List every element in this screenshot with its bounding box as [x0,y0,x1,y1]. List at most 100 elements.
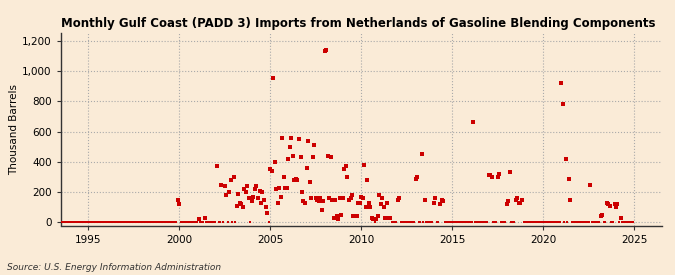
Point [306,196,317,200]
Point [424,220,435,225]
Point [500,220,511,225]
Point [404,220,415,225]
Point [538,220,549,225]
Point [533,220,544,225]
Point [409,220,420,225]
Point [345,196,356,200]
Point [435,202,446,207]
Point [421,220,432,225]
Point [396,220,406,225]
Point [547,220,558,225]
Point [259,197,269,202]
Point [263,220,274,225]
Point [283,156,294,161]
Point [529,220,539,225]
Point [407,220,418,225]
Point [200,216,211,220]
Point [298,199,309,204]
Point [245,220,256,225]
Point [466,220,477,225]
Point [454,220,465,225]
Point [329,216,340,220]
Point [548,220,559,225]
Point [371,217,381,222]
Point [615,216,626,220]
Point [556,81,567,85]
Point [520,220,531,225]
Point [312,197,323,202]
Point [296,190,307,194]
Point [522,220,533,225]
Point [380,216,391,220]
Point [362,178,373,182]
Point [284,144,295,149]
Point [136,220,146,225]
Point [286,135,297,140]
Point [410,176,421,181]
Point [624,220,635,225]
Point [310,196,321,200]
Point [266,169,277,173]
Point [542,220,553,225]
Point [623,220,634,225]
Point [101,220,111,225]
Point [509,220,520,225]
Point [369,220,380,225]
Point [82,220,93,225]
Point [453,220,464,225]
Point [374,193,385,197]
Point [155,220,166,225]
Point [356,194,367,199]
Text: Monthly Gulf Coast (PADD 3) Imports from Netherlands of Gasoline Blending Compon: Monthly Gulf Coast (PADD 3) Imports from… [61,17,655,31]
Point [576,220,587,225]
Point [609,202,620,207]
Point [379,205,389,210]
Point [131,220,142,225]
Point [616,220,627,225]
Point [450,220,460,225]
Text: Source: U.S. Energy Information Administration: Source: U.S. Energy Information Administ… [7,263,221,272]
Point [75,220,86,225]
Point [601,200,612,205]
Point [88,220,99,225]
Point [354,200,365,205]
Point [230,220,240,225]
Point [491,220,502,225]
Point [600,220,611,225]
Point [418,220,429,225]
Point [558,102,568,106]
Point [401,220,412,225]
Point [175,220,186,225]
Point [562,220,573,225]
Point [278,175,289,179]
Point [530,220,541,225]
Point [524,220,535,225]
Point [394,196,404,200]
Point [488,220,499,225]
Point [381,200,392,205]
Point [289,178,300,182]
Point [295,155,306,160]
Point [207,220,218,225]
Point [169,220,180,225]
Point [512,196,522,200]
Point [133,220,144,225]
Point [81,220,92,225]
Point [177,220,188,225]
Point [228,175,239,179]
Point [611,205,622,210]
Point [154,220,165,225]
Point [508,220,518,225]
Point [336,213,347,217]
Point [589,220,600,225]
Point [448,220,459,225]
Point [398,220,409,225]
Point [313,199,324,204]
Point [80,220,90,225]
Point [193,217,204,222]
Point [218,220,229,225]
Point [471,220,482,225]
Point [564,176,574,181]
Point [350,214,360,219]
Point [254,188,265,193]
